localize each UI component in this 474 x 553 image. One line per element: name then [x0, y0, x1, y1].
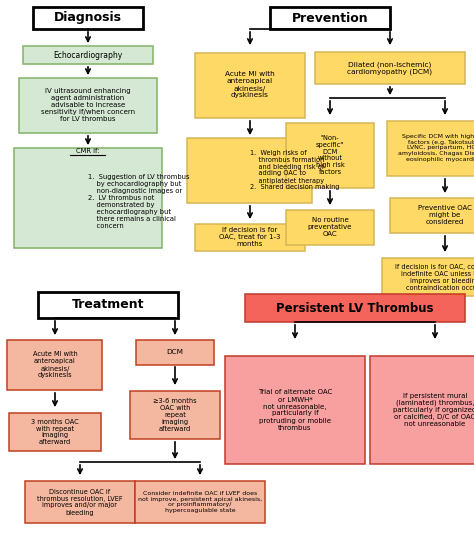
Text: "Non-
specific"
DCM
without
high risk
factors: "Non- specific" DCM without high risk fa…	[316, 134, 345, 175]
Text: Specific DCM with high risk
factors (e.g. Takotsubo,
LVNC, peripartum, HCM,
amyl: Specific DCM with high risk factors (e.g…	[398, 134, 474, 162]
FancyBboxPatch shape	[370, 356, 474, 464]
FancyBboxPatch shape	[225, 356, 365, 464]
FancyBboxPatch shape	[195, 223, 305, 251]
FancyBboxPatch shape	[8, 340, 102, 390]
Text: Treatment: Treatment	[72, 299, 144, 311]
FancyBboxPatch shape	[135, 481, 265, 523]
Text: Diagnosis: Diagnosis	[54, 12, 122, 24]
Text: CMR if:: CMR if:	[76, 148, 100, 154]
FancyBboxPatch shape	[25, 481, 135, 523]
Text: Discontinue OAC if
thrombus resolution, LVEF
improves and/or major
bleeding: Discontinue OAC if thrombus resolution, …	[37, 488, 123, 515]
FancyBboxPatch shape	[286, 123, 374, 187]
Text: Dilated (non-Ischemic)
cardiomyopathy (DCM): Dilated (non-Ischemic) cardiomyopathy (D…	[347, 61, 433, 75]
Text: Persistent LV Thrombus: Persistent LV Thrombus	[276, 301, 434, 315]
FancyBboxPatch shape	[270, 7, 390, 29]
FancyBboxPatch shape	[9, 413, 101, 451]
FancyBboxPatch shape	[19, 77, 157, 133]
Text: Echocardiography: Echocardiography	[54, 50, 123, 60]
Text: 1.  Weigh risks of
    thrombus formation
    and bleeding risk of
    adding OA: 1. Weigh risks of thrombus formation and…	[250, 149, 339, 190]
FancyBboxPatch shape	[388, 121, 474, 175]
Text: IV ultrasound enhancing
agent administration
advisable to increase
sensitivity i: IV ultrasound enhancing agent administra…	[41, 88, 135, 122]
Text: Acute MI with
anteroapical
akinesis/
dyskinesis: Acute MI with anteroapical akinesis/ dys…	[33, 352, 77, 378]
FancyBboxPatch shape	[14, 148, 162, 248]
FancyBboxPatch shape	[245, 294, 465, 322]
FancyBboxPatch shape	[383, 258, 474, 296]
FancyBboxPatch shape	[23, 46, 153, 64]
Text: 1.  Suggestion of LV thrombus
    by echocardiography but
    non-diagnostic ima: 1. Suggestion of LV thrombus by echocard…	[88, 167, 190, 229]
Text: No routine
preventative
OAC: No routine preventative OAC	[308, 217, 352, 237]
Text: If persistent mural
(laminated) thrombus,
particularly if organized
or calcified: If persistent mural (laminated) thrombus…	[393, 393, 474, 427]
FancyBboxPatch shape	[390, 197, 474, 232]
FancyBboxPatch shape	[33, 7, 143, 29]
Text: 3 months OAC
with repeat
imaging
afterward: 3 months OAC with repeat imaging afterwa…	[31, 419, 79, 446]
FancyBboxPatch shape	[315, 52, 465, 84]
Text: DCM: DCM	[166, 349, 183, 355]
Text: Prevention: Prevention	[292, 12, 368, 24]
FancyBboxPatch shape	[195, 53, 305, 117]
Text: If decision is for OAC, consider
indefinite OAC unless LVEF
improves or bleeding: If decision is for OAC, consider indefin…	[395, 263, 474, 290]
FancyBboxPatch shape	[38, 292, 178, 318]
FancyBboxPatch shape	[130, 391, 220, 439]
Text: Trial of alternate OAC
or LMWH*
not unreasonable,
particularly if
protruding or : Trial of alternate OAC or LMWH* not unre…	[258, 389, 332, 430]
FancyBboxPatch shape	[136, 340, 214, 364]
Text: If decision is for
OAC, treat for 1-3
months: If decision is for OAC, treat for 1-3 mo…	[219, 227, 281, 247]
Text: Preventive OAC
might be
considered: Preventive OAC might be considered	[418, 205, 472, 225]
Text: Acute MI with
anteroapical
akinesis/
dyskinesis: Acute MI with anteroapical akinesis/ dys…	[225, 71, 275, 98]
Text: Consider indefinite OAC if LVEF does
not improve, persistent apical akinesis,
or: Consider indefinite OAC if LVEF does not…	[138, 491, 262, 513]
FancyBboxPatch shape	[188, 138, 312, 202]
FancyBboxPatch shape	[286, 210, 374, 244]
Text: ≥3-6 months
OAC with
repeat
imaging
afterward: ≥3-6 months OAC with repeat imaging afte…	[153, 398, 197, 432]
